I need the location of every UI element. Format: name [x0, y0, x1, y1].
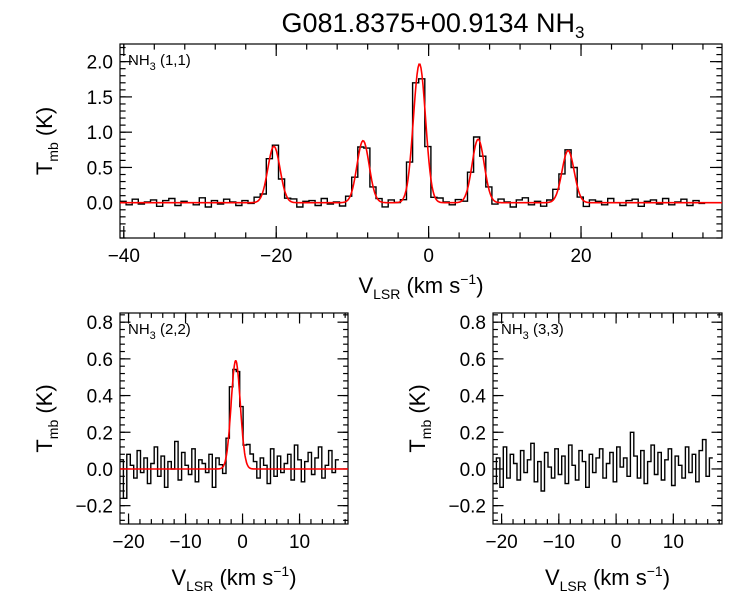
panel-label: NH3 (2,2): [128, 321, 191, 342]
y-tick-label: 0.0: [87, 194, 113, 215]
x-axis-label: VLSR (km s−1): [171, 563, 296, 594]
y-axis-label: Tmb (K): [405, 384, 434, 452]
y-axis-label: Tmb (K): [32, 384, 61, 452]
x-tick-label: −10: [169, 532, 201, 553]
y-tick-label: 2.0: [87, 53, 113, 74]
y-tick-label: 0.2: [87, 423, 113, 444]
plot-frame: [119, 312, 349, 525]
x-axis-label: VLSR (km s−1): [358, 271, 483, 302]
y-tick-label: 1.0: [87, 123, 113, 144]
y-tick-label: 0.6: [460, 350, 486, 371]
y-tick-label: 1.5: [87, 88, 113, 109]
x-tick-label: −20: [112, 532, 144, 553]
spectrum-line: [493, 431, 713, 492]
spectrum-line: [120, 78, 706, 208]
x-tick-label: −20: [485, 532, 517, 553]
y-tick-label: 0.0: [87, 460, 113, 481]
y-tick-label: 0.4: [460, 387, 487, 408]
panel-nh3-33: −20 −10 0 10 −0.2 0.0 0.2 0.4 0.6 0.8 NH3 (3,3) VLS…: [405, 312, 723, 594]
panel-label: NH3 (1,1): [128, 52, 191, 73]
y-tick-label: −0.2: [448, 497, 486, 518]
x-tick-label: 0: [237, 532, 248, 553]
y-tick-label: −0.2: [75, 497, 113, 518]
panel-label: NH3 (3,3): [501, 321, 564, 342]
x-tick-label: −10: [543, 532, 575, 553]
panel-nh3-22: −20 −10 0 10 −0.2 0.0 0.2 0.4 0.6 0.8 NH3 (2,2) VLS…: [32, 312, 349, 594]
y-axis-label: Tmb (K): [32, 107, 61, 175]
plot-frame: [119, 43, 723, 239]
plot-frame: [492, 312, 723, 525]
y-tick-label: 0.2: [460, 423, 486, 444]
x-tick-label: −20: [260, 246, 292, 267]
x-axis-label: VLSR (km s−1): [545, 563, 670, 594]
y-tick-label: 0.0: [460, 460, 486, 481]
x-tick-label: 10: [663, 532, 684, 553]
x-tick-label: −40: [108, 246, 140, 267]
x-tick-label: 10: [289, 532, 310, 553]
y-tick-label: 0.8: [87, 313, 113, 334]
spectrum-line: [120, 368, 339, 499]
y-tick-label: 0.4: [87, 387, 114, 408]
fit-line: [120, 63, 722, 204]
x-tick-label: 20: [570, 246, 591, 267]
fit-line: [120, 360, 348, 470]
y-tick-label: 0.6: [87, 350, 113, 371]
figure-title: G081.8375+00.9134 NH3: [282, 8, 585, 42]
x-tick-label: 0: [611, 532, 622, 553]
y-tick-label: 0.8: [460, 313, 486, 334]
x-tick-label: 0: [423, 246, 434, 267]
panel-nh3-11: −40 −20 0 20 0.0 0.5 1.0 1.5 2.0 NH3 (1,1) VLSR (k…: [32, 43, 723, 302]
y-tick-label: 0.5: [87, 158, 113, 179]
